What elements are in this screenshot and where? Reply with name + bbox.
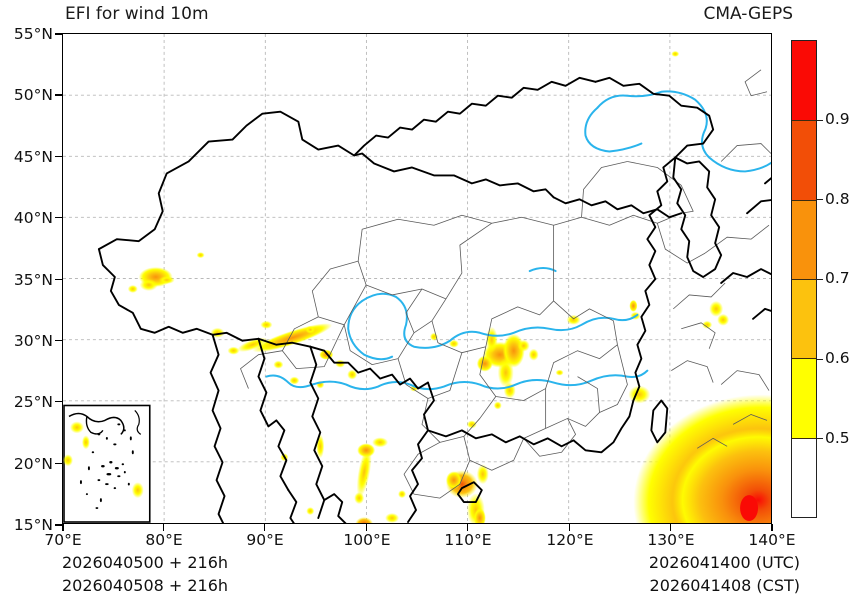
y-tick-label: 20°N: [13, 454, 53, 473]
colorbar-label-0.7: 0.7: [825, 269, 850, 288]
y-tick-label: 25°N: [13, 393, 53, 412]
x-tick-label: 140°E: [748, 531, 796, 549]
y-tick: [55, 278, 63, 280]
x-tick: [569, 524, 571, 531]
colorbar-band-0.8-0.9: [792, 120, 816, 200]
colorbar-band-0.6-0.7: [792, 279, 816, 359]
y-tick: [55, 94, 63, 96]
colorbar-tick: [817, 199, 823, 201]
y-tick-label: 15°N: [13, 516, 53, 534]
x-tick: [771, 524, 773, 531]
y-tick-label: 55°N: [13, 25, 53, 43]
y-tick: [55, 462, 63, 464]
map-plot-area: [62, 33, 772, 524]
footer-init-time-utc: 2026040500 + 216h: [62, 553, 229, 572]
map-svg: [63, 34, 771, 523]
y-tick: [55, 401, 63, 403]
x-tick: [62, 524, 64, 531]
colorbar-label-0.8: 0.8: [825, 189, 850, 208]
y-tick-label: 40°N: [13, 209, 53, 228]
y-tick: [55, 217, 63, 219]
colorbar-label-0.6: 0.6: [825, 349, 850, 367]
colorbar-tick: [817, 119, 823, 121]
y-tick-label: 30°N: [13, 331, 53, 350]
y-tick-label: 35°N: [13, 270, 53, 289]
x-tick: [670, 524, 672, 531]
map-clip: [63, 34, 771, 523]
x-tick: [264, 524, 266, 531]
colorbar-band-0.9-1.0: [792, 41, 816, 121]
x-tick: [163, 524, 165, 531]
chart-title: EFI for wind 10m: [65, 4, 209, 24]
colorbar-label-0.5: 0.5: [825, 428, 850, 447]
colorbar-tick: [817, 358, 823, 360]
x-tick: [366, 524, 368, 531]
country-borders-layer: [97, 76, 771, 523]
colorbar[interactable]: [791, 40, 817, 518]
south-china-sea-inset: [63, 404, 151, 523]
x-tick-label: 70°E: [44, 531, 82, 549]
y-tick: [55, 524, 63, 526]
x-tick-label: 110°E: [444, 531, 492, 549]
footer-valid-time-utc: 2026041400 (UTC): [648, 553, 800, 572]
x-tick: [467, 524, 469, 531]
y-tick-label: 45°N: [13, 147, 53, 166]
y-tick: [55, 155, 63, 157]
y-tick: [55, 339, 63, 342]
x-tick-label: 130°E: [647, 531, 695, 549]
efi-shading-layer: [127, 50, 771, 523]
footer-init-time-cst: 2026040508 + 216h: [62, 576, 229, 595]
x-tick-label: 80°E: [145, 531, 183, 549]
colorbar-tick: [817, 438, 823, 440]
colorbar-band-below-0.5: [792, 437, 816, 517]
colorbar-tick: [817, 279, 823, 281]
y-tick-label: 50°N: [13, 86, 53, 105]
colorbar-label-0.9: 0.9: [825, 110, 850, 128]
x-tick-label: 120°E: [546, 531, 594, 549]
colorbar-band-0.5-0.6: [792, 358, 816, 438]
y-tick: [55, 33, 63, 35]
x-tick-label: 100°E: [343, 531, 391, 549]
colorbar-band-0.7-0.8: [792, 199, 816, 279]
x-tick-label: 90°E: [246, 531, 284, 549]
footer-valid-time-cst: 2026041408 (CST): [649, 576, 800, 595]
model-label: CMA-GEPS: [703, 4, 793, 24]
province-boundaries-layer: [240, 69, 771, 499]
